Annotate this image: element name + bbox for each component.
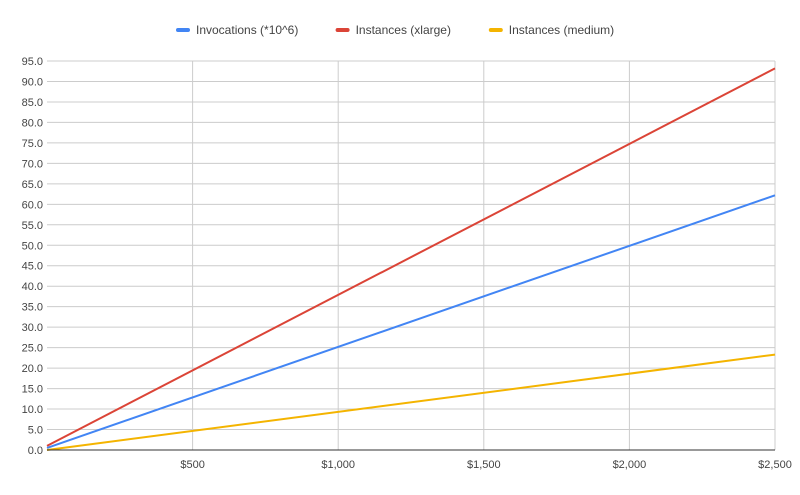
y-tick-label: 15.0	[22, 384, 43, 396]
series-lines	[46, 67, 776, 451]
series-line-2	[46, 353, 776, 451]
y-tick-label: 85.0	[22, 97, 43, 109]
series-line-0	[46, 194, 776, 449]
legend-label: Instances (xlarge)	[356, 23, 451, 37]
y-tick-label: 5.0	[28, 425, 43, 437]
y-tick-label: 75.0	[22, 138, 43, 150]
legend[interactable]: Invocations (*10^6) Instances (xlarge) Ins…	[176, 23, 614, 37]
y-tick-label: 45.0	[22, 261, 43, 273]
y-tick-label: 65.0	[22, 179, 43, 191]
legend-label: Instances (medium)	[509, 23, 614, 37]
y-tick-label: 80.0	[22, 117, 43, 129]
y-tick-label: 50.0	[22, 240, 43, 252]
y-tick-label: 40.0	[22, 281, 43, 293]
x-axis-ticks: $500 $1,000 $1,500 $2,000 $2,500	[180, 459, 791, 471]
y-tick-label: 0.0	[28, 445, 43, 457]
x-tick-label: $500	[180, 459, 204, 471]
legend-swatch	[335, 28, 350, 32]
y-axis-ticks: 0.0 5.0 10.0 15.0 20.0 25.0 30.0 35.0 40.0 45.0 50…	[22, 56, 43, 457]
grid-lines	[47, 60, 776, 450]
y-tick-label: 60.0	[22, 199, 43, 211]
x-tick-label: $1,000	[321, 459, 355, 471]
y-tick-label: 35.0	[22, 302, 43, 314]
x-tick-label: $2,000	[613, 459, 647, 471]
y-tick-label: 30.0	[22, 322, 43, 334]
y-tick-label: 25.0	[22, 343, 43, 355]
y-tick-label: 55.0	[22, 220, 43, 232]
legend-item[interactable]: Instances (medium)	[488, 23, 614, 37]
legend-label: Invocations (*10^6)	[196, 23, 298, 37]
legend-swatch	[488, 28, 503, 32]
y-tick-label: 10.0	[22, 404, 43, 416]
x-tick-label: $2,500	[758, 459, 792, 471]
y-tick-label: 20.0	[22, 363, 43, 375]
y-tick-label: 70.0	[22, 158, 43, 170]
legend-swatch	[176, 28, 190, 32]
x-tick-label: $1,500	[467, 459, 501, 471]
series-line-1	[46, 67, 776, 447]
legend-item[interactable]: Invocations (*10^6)	[176, 23, 298, 37]
y-tick-label: 90.0	[22, 76, 43, 88]
legend-item[interactable]: Instances (xlarge)	[335, 23, 451, 37]
y-tick-label: 95.0	[22, 56, 43, 68]
